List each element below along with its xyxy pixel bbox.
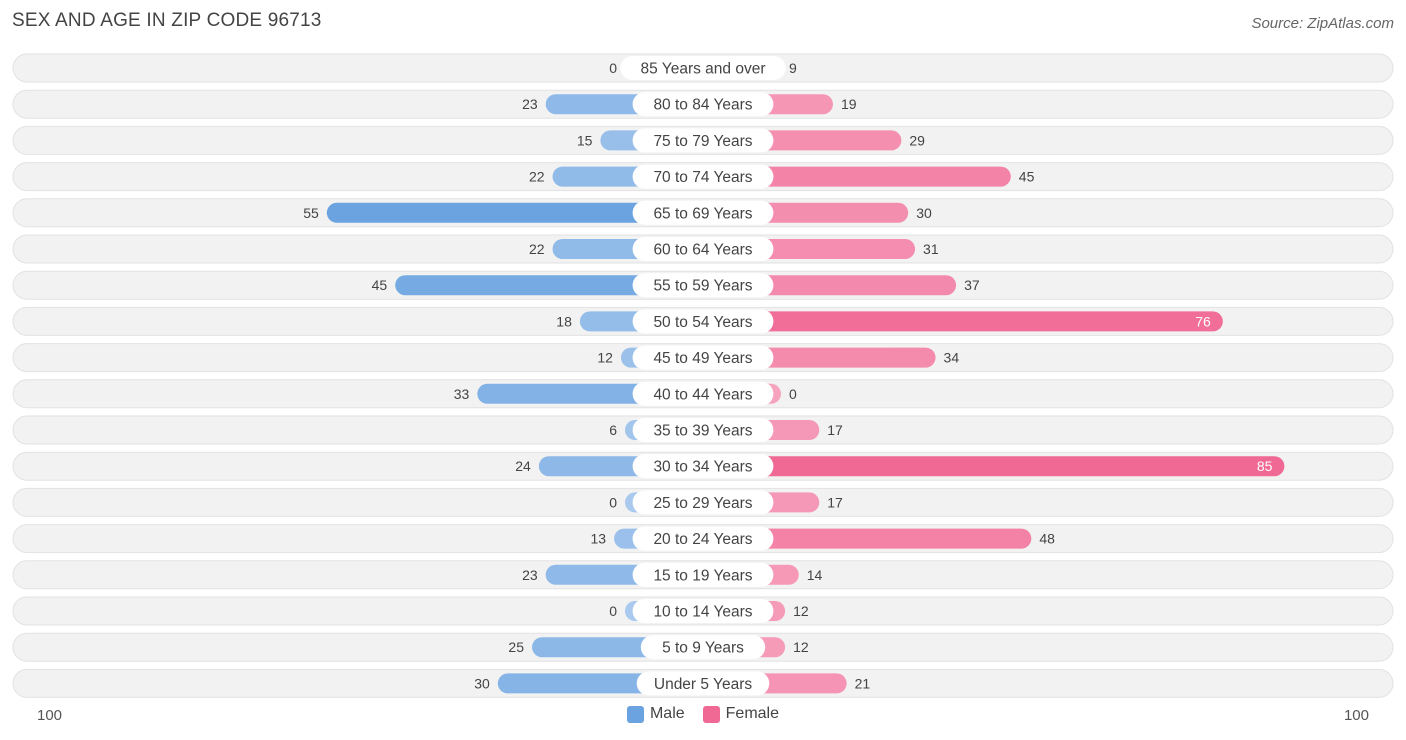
male-value-label: 22 — [529, 169, 545, 185]
category-label: 15 to 19 Years — [653, 567, 752, 584]
legend: Male Female — [0, 705, 1406, 723]
category-label: 65 to 69 Years — [653, 205, 752, 222]
legend-female-label: Female — [725, 705, 780, 722]
category-label: 5 to 9 Years — [662, 640, 744, 657]
category-label: 35 to 39 Years — [653, 423, 752, 440]
female-value-label: 31 — [923, 241, 939, 257]
category-label-pill — [632, 381, 774, 406]
male-value-label: 33 — [454, 386, 470, 402]
male-value-label: 0 — [609, 494, 617, 510]
male-value-label: 18 — [556, 313, 572, 329]
category-label-pill — [632, 562, 774, 587]
male-value-label: 6 — [609, 422, 617, 438]
category-label: 45 to 49 Years — [653, 350, 752, 367]
female-value-label: 29 — [909, 132, 925, 148]
category-label: 50 to 54 Years — [653, 314, 752, 331]
category-label-pill — [632, 200, 774, 225]
category-label: 60 to 64 Years — [653, 242, 752, 259]
category-label: 80 to 84 Years — [653, 97, 752, 114]
male-value-label: 25 — [508, 639, 524, 655]
female-bar — [703, 528, 1032, 549]
category-label: 10 to 14 Years — [653, 604, 752, 621]
female-value-label: 0 — [789, 386, 797, 402]
category-label: Under 5 Years — [654, 676, 752, 693]
category-label-pill — [632, 526, 774, 551]
category-label-pill — [632, 599, 774, 623]
category-label: 70 to 74 Years — [653, 169, 752, 186]
category-label-pill — [632, 237, 774, 261]
male-value-label: 13 — [591, 531, 607, 547]
chart-title: SEX AND AGE IN ZIP CODE 96713 — [12, 10, 322, 31]
female-bar — [703, 456, 1285, 477]
category-label-pill — [632, 309, 774, 334]
male-value-label: 24 — [515, 458, 531, 474]
category-label-pill — [632, 273, 774, 298]
female-swatch — [702, 705, 720, 723]
female-value-label: 76 — [1195, 313, 1211, 329]
male-value-label: 15 — [577, 132, 593, 148]
male-value-label: 0 — [609, 60, 617, 76]
category-label-pill — [632, 454, 774, 479]
female-value-label: 17 — [827, 494, 843, 510]
female-bar — [703, 311, 1223, 332]
male-value-label: 23 — [522, 567, 538, 583]
category-label: 30 to 34 Years — [653, 459, 752, 476]
female-value-label: 30 — [916, 205, 932, 221]
category-label-pill — [632, 92, 774, 117]
male-value-label: 55 — [303, 205, 319, 221]
category-label: 55 to 59 Years — [653, 278, 752, 295]
axis-right-max-label: 100 — [1343, 707, 1369, 724]
female-bar — [703, 166, 1011, 187]
female-value-label: 21 — [855, 675, 871, 691]
female-value-label: 9 — [789, 60, 797, 76]
male-value-label: 23 — [522, 96, 538, 112]
category-label: 20 to 24 Years — [653, 531, 752, 548]
male-value-label: 45 — [372, 277, 388, 293]
chart-source: Source: ZipAtlas.com — [1251, 15, 1394, 32]
category-label-pill — [636, 671, 770, 696]
category-label-pill — [620, 56, 786, 80]
male-swatch — [626, 705, 644, 723]
female-value-label: 45 — [1019, 169, 1035, 185]
male-value-label: 30 — [474, 675, 490, 691]
axis-left-max-label: 100 — [37, 707, 63, 724]
category-label-pill — [640, 635, 766, 660]
female-value-label: 17 — [827, 422, 843, 438]
legend-item-male: Male — [626, 705, 685, 723]
category-label-pill — [632, 164, 774, 189]
category-label-pill — [632, 345, 774, 370]
male-value-label: 0 — [609, 603, 617, 619]
category-label-pill — [632, 490, 774, 515]
male-value-label: 22 — [529, 241, 545, 257]
category-label-pill — [632, 128, 774, 153]
female-value-label: 34 — [944, 350, 960, 366]
female-value-label: 85 — [1257, 458, 1273, 474]
legend-item-female: Female — [702, 705, 780, 723]
male-bar — [326, 202, 703, 223]
female-value-label: 19 — [841, 96, 857, 112]
female-value-label: 48 — [1039, 531, 1055, 547]
category-label: 25 to 29 Years — [653, 495, 752, 512]
category-label: 85 Years and over — [641, 61, 766, 78]
female-value-label: 14 — [807, 567, 823, 583]
female-value-label: 12 — [793, 639, 809, 655]
category-label: 40 to 44 Years — [653, 386, 752, 403]
legend-male-label: Male — [649, 705, 685, 722]
male-bar — [395, 275, 703, 296]
female-value-label: 12 — [793, 603, 809, 619]
female-value-label: 37 — [964, 277, 980, 293]
category-label-pill — [632, 418, 774, 442]
category-label: 75 to 79 Years — [653, 133, 752, 150]
male-value-label: 12 — [597, 350, 613, 366]
